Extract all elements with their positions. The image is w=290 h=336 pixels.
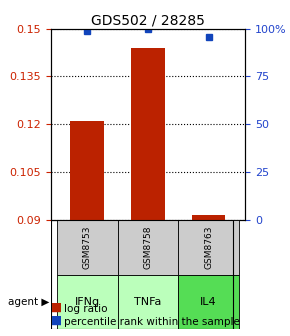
Bar: [57, 220, 117, 275]
Text: percentile rank within the sample: percentile rank within the sample: [64, 317, 240, 327]
Bar: [178, 220, 239, 275]
Text: GSM8758: GSM8758: [143, 225, 153, 269]
Text: ■: ■: [51, 301, 62, 314]
Text: TNFa: TNFa: [134, 297, 162, 307]
Title: GDS502 / 28285: GDS502 / 28285: [91, 13, 205, 28]
Text: log ratio: log ratio: [64, 304, 107, 314]
Text: IL4: IL4: [200, 297, 217, 307]
Bar: [131, 48, 165, 220]
Text: ■: ■: [51, 313, 62, 327]
Bar: [70, 121, 104, 220]
Text: IFNg: IFNg: [75, 297, 100, 307]
Text: GSM8753: GSM8753: [83, 225, 92, 269]
Text: agent ▶: agent ▶: [8, 297, 50, 307]
Bar: [117, 220, 178, 275]
Bar: [192, 215, 225, 220]
Text: GSM8763: GSM8763: [204, 225, 213, 269]
Bar: [178, 275, 239, 329]
Bar: [57, 275, 117, 329]
Bar: [117, 275, 178, 329]
